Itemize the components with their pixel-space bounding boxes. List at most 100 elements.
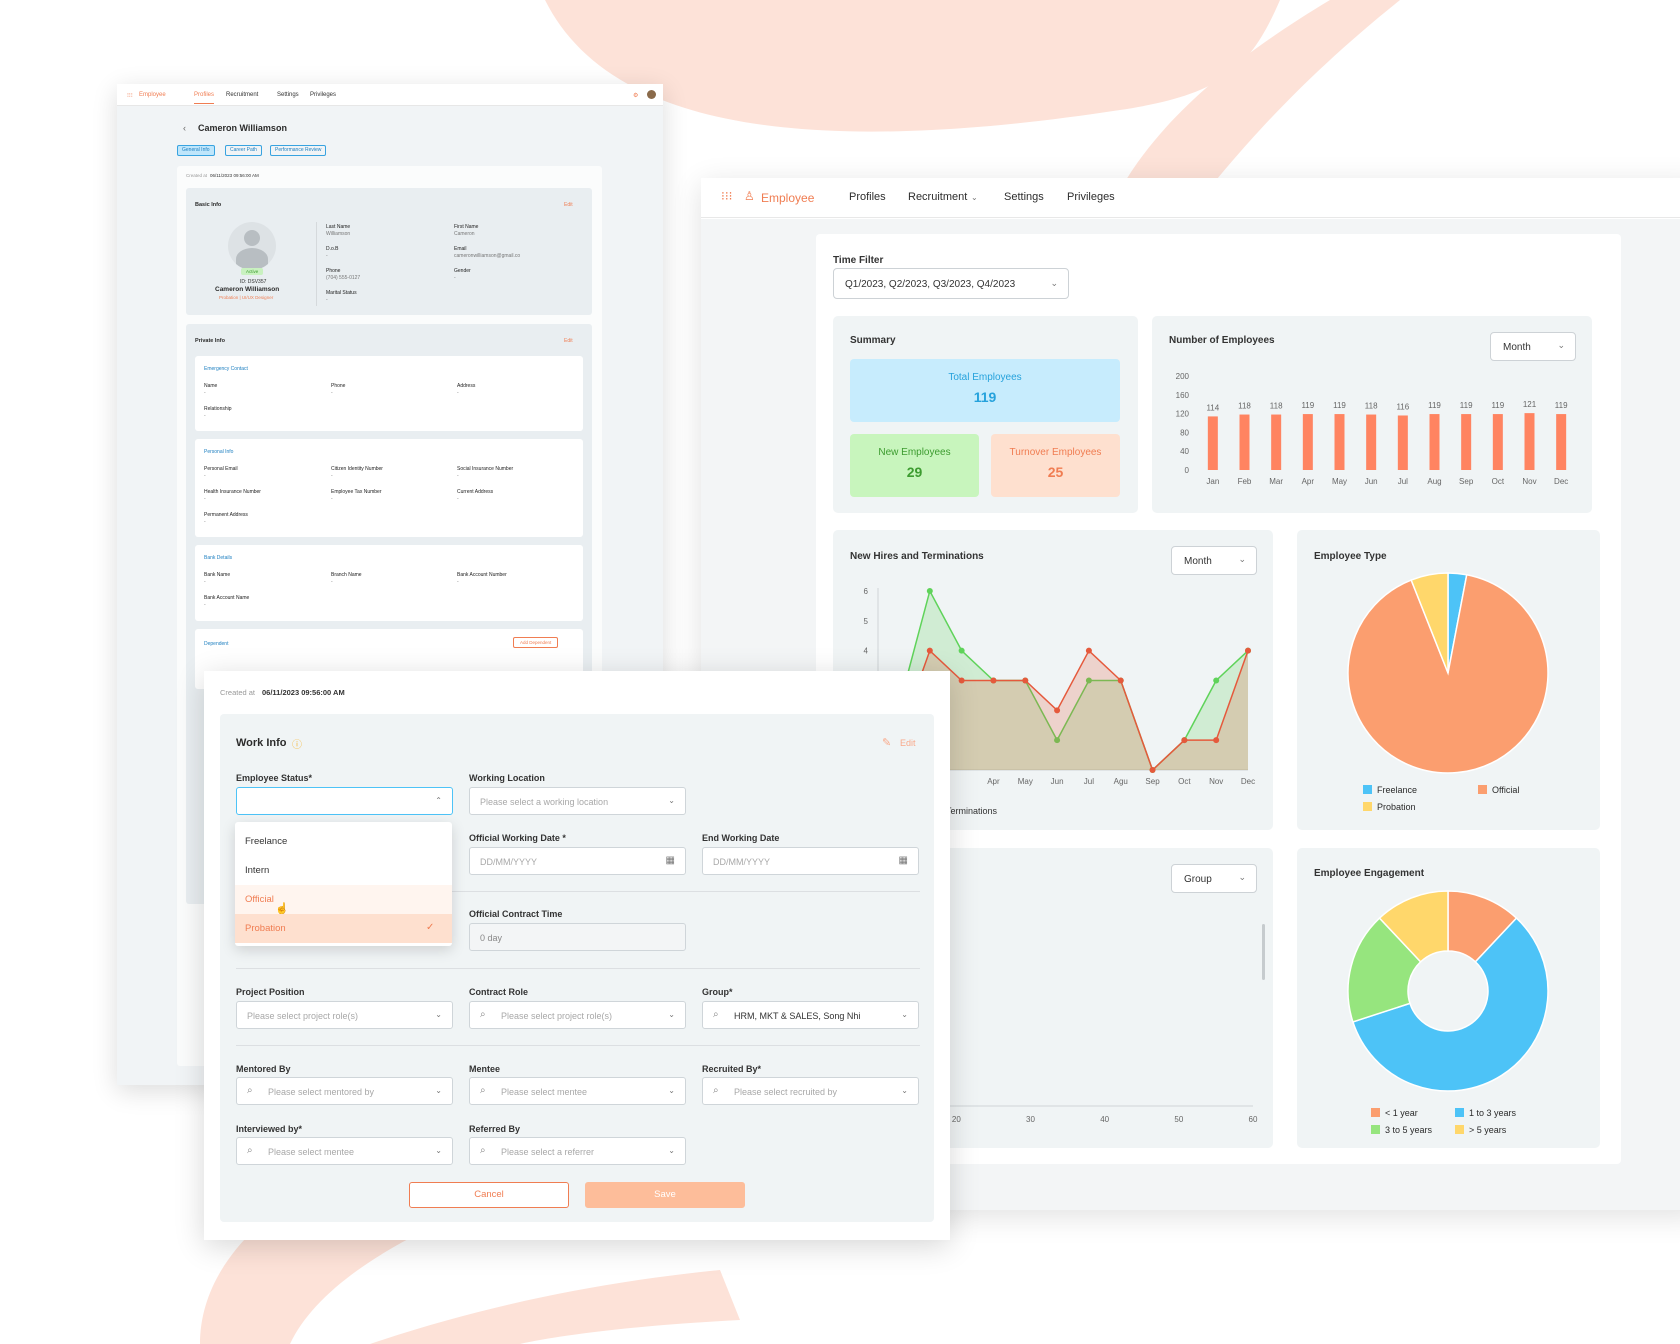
search-icon: ⌕ <box>480 1145 486 1156</box>
edit-link[interactable]: Edit <box>564 338 573 344</box>
edit-link[interactable]: Edit <box>564 202 573 208</box>
contract-role-select[interactable]: ⌕ Please select project role(s) ⌄ <box>469 1001 686 1029</box>
mentee-select[interactable]: ⌕ Please select mentee ⌄ <box>469 1077 686 1105</box>
recruited-by-select[interactable]: ⌕ Please select recruited by ⌄ <box>702 1077 919 1105</box>
chevron-down-icon: ⌄ <box>1238 872 1246 882</box>
field-label: Current Address <box>457 489 494 495</box>
section-title: Private Info <box>195 338 225 344</box>
contract-role-label: Contract Role <box>469 987 529 997</box>
nav-settings[interactable]: Settings <box>277 92 299 98</box>
option-probation[interactable]: Probation <box>235 914 452 943</box>
referred-by-select[interactable]: ⌕ Please select a referrer ⌄ <box>469 1137 686 1165</box>
field-label: Bank Account Name <box>204 595 250 601</box>
employee-type-card: Employee Type Freelance Official Probati… <box>1297 530 1600 830</box>
brand-logo[interactable]: Employee <box>761 191 815 205</box>
month-select[interactable]: Month ⌄ <box>1171 546 1257 575</box>
field-value: - <box>204 602 206 608</box>
dashboard-window: ⁝⁝⁝ ♙ Employee Profiles Recruitment ⌄ Se… <box>701 178 1680 1210</box>
date-placeholder: DD/MM/YYYY <box>713 857 771 867</box>
legend-swatch <box>1371 1108 1380 1117</box>
apps-grid-icon[interactable]: ⁝⁝⁝ <box>721 189 733 203</box>
chevron-down-icon[interactable]: ⌄ <box>971 193 978 202</box>
employee-status-select[interactable]: ⌃ <box>236 787 453 815</box>
data-label: 119 <box>1301 401 1314 410</box>
interviewed-by-select[interactable]: ⌕ Please select mentee ⌄ <box>236 1137 453 1165</box>
end-working-date-input[interactable]: DD/MM/YYYY ▦ <box>702 847 919 875</box>
calendar-icon[interactable]: ▦ <box>665 855 675 866</box>
card-title: Employee Type <box>1314 551 1387 562</box>
avatar[interactable] <box>647 90 656 99</box>
add-dependent-button[interactable]: Add Dependent <box>513 637 559 648</box>
nav-privileges[interactable]: Privileges <box>310 92 337 98</box>
option-intern[interactable]: Intern <box>245 865 270 876</box>
option-official[interactable]: Official <box>235 885 452 914</box>
data-point <box>958 677 965 684</box>
nav-settings[interactable]: Settings <box>1004 191 1044 203</box>
nav-recruitment[interactable]: Recruitment <box>908 191 968 203</box>
nav-recruitment[interactable]: Recruitment <box>226 92 259 98</box>
official-working-date-label: Official Working Date * <box>469 833 566 843</box>
mentored-by-select[interactable]: ⌕ Please select mentored by ⌄ <box>236 1077 453 1105</box>
legend-swatch <box>1363 802 1372 811</box>
donut-slice <box>1378 890 1449 963</box>
subsection-title: Emergency Contact <box>204 366 248 372</box>
brand-logo[interactable]: Employee <box>139 92 166 98</box>
field-label: Name <box>204 383 218 389</box>
donut-slice <box>1351 917 1549 1092</box>
field-value: - <box>457 579 459 585</box>
data-point <box>1213 677 1220 684</box>
tab-career-path[interactable]: Career Path <box>225 145 262 156</box>
cancel-button[interactable]: Cancel <box>409 1182 569 1208</box>
group-select[interactable]: ⌕ HRM, MKT & SALES, Song Nhi ⌄ <box>702 1001 919 1029</box>
gear-icon[interactable]: ⚙ <box>633 93 639 99</box>
calendar-icon[interactable]: ▦ <box>898 855 908 866</box>
tab-performance-review[interactable]: Performance Review <box>270 145 327 156</box>
x-tick-label: Apr <box>987 777 1000 786</box>
nav-profiles[interactable]: Profiles <box>194 92 215 104</box>
field-label: Bank Name <box>204 572 231 578</box>
y-tick-label: 6 <box>864 587 869 596</box>
legend-swatch <box>1371 1125 1380 1134</box>
save-button[interactable]: Save <box>585 1182 745 1208</box>
data-label: 119 <box>1555 401 1568 410</box>
turnover-employees-value: 25 <box>1047 464 1064 480</box>
field-value: - <box>204 579 206 585</box>
edit-icon[interactable]: ✎ <box>882 737 892 749</box>
apps-grid-icon[interactable]: ⁝⁝⁝ <box>127 93 133 99</box>
x-tick-label: Jul <box>1084 777 1094 786</box>
card-title: New Hires and Terminations <box>850 551 984 562</box>
project-position-select[interactable]: Please select project role(s) ⌄ <box>236 1001 453 1029</box>
series-area <box>898 590 1248 770</box>
month-select[interactable]: Month ⌄ <box>1490 332 1576 361</box>
working-location-select[interactable]: Please select a working location ⌄ <box>469 787 686 815</box>
field-value: - <box>204 473 206 479</box>
tab-general-info[interactable]: General Info <box>177 145 215 156</box>
bar <box>1492 414 1503 470</box>
scrollbar[interactable] <box>1262 924 1265 980</box>
month-select-value: Month <box>1184 556 1212 567</box>
back-icon[interactable]: ‹ <box>183 123 186 133</box>
field-label: D.o.B <box>326 246 339 252</box>
search-icon: ⌕ <box>247 1085 253 1096</box>
option-freelance[interactable]: Freelance <box>245 836 288 847</box>
dashboard-panel: Time Filter Q1/2023, Q2/2023, Q3/2023, Q… <box>816 234 1621 1164</box>
data-point <box>1054 737 1061 744</box>
legend-swatch <box>1363 785 1372 794</box>
data-label: 119 <box>1333 401 1346 410</box>
chevron-down-icon: ⌄ <box>668 1086 675 1095</box>
data-point <box>1117 677 1124 684</box>
group-select[interactable]: Group ⌄ <box>1171 864 1257 893</box>
official-working-date-input[interactable]: DD/MM/YYYY ▦ <box>469 847 686 875</box>
chevron-down-icon: ⌄ <box>435 1010 442 1019</box>
field-label: Email <box>454 246 467 252</box>
x-tick-label: 50 <box>1174 1115 1183 1124</box>
recruited-by-placeholder: Please select recruited by <box>734 1087 838 1097</box>
field-label: Phone <box>331 383 346 389</box>
time-filter-select[interactable]: Q1/2023, Q2/2023, Q3/2023, Q4/2023 ⌄ <box>833 268 1069 299</box>
nav-privileges[interactable]: Privileges <box>1067 191 1115 203</box>
bar <box>1239 414 1250 470</box>
summary-card: Summary Total Employees 119 New Employee… <box>833 316 1138 513</box>
edit-link[interactable]: Edit <box>900 738 916 748</box>
nav-profiles[interactable]: Profiles <box>849 191 886 203</box>
x-tick-label: Dec <box>1241 777 1255 786</box>
